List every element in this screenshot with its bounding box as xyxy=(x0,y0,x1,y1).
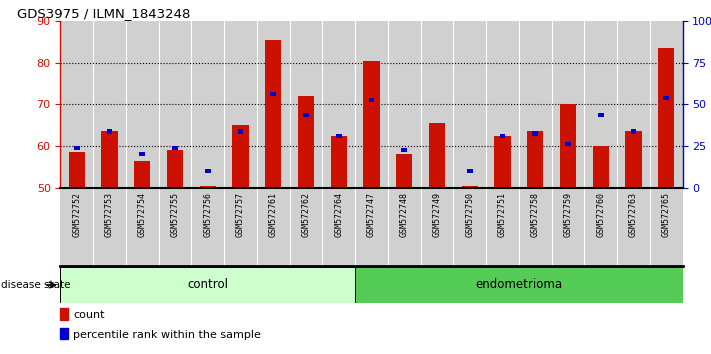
Text: GSM572758: GSM572758 xyxy=(530,192,540,236)
Bar xyxy=(139,152,145,156)
Text: percentile rank within the sample: percentile rank within the sample xyxy=(73,330,261,340)
Bar xyxy=(102,131,118,188)
Text: GSM572748: GSM572748 xyxy=(400,192,409,236)
Text: GSM572750: GSM572750 xyxy=(465,192,474,236)
Text: GSM572757: GSM572757 xyxy=(236,192,245,236)
Bar xyxy=(200,185,216,188)
Bar xyxy=(237,129,243,133)
Bar xyxy=(167,150,183,188)
Text: GSM572765: GSM572765 xyxy=(662,192,670,236)
Text: GSM572755: GSM572755 xyxy=(171,192,180,236)
Text: GSM572754: GSM572754 xyxy=(138,192,146,236)
Text: control: control xyxy=(187,279,228,291)
Bar xyxy=(60,328,68,339)
Bar xyxy=(388,21,421,188)
Bar xyxy=(429,123,445,188)
Bar xyxy=(69,152,85,188)
Text: count: count xyxy=(73,310,105,320)
Text: GSM572761: GSM572761 xyxy=(269,192,278,236)
Bar xyxy=(625,131,641,188)
Text: GSM572762: GSM572762 xyxy=(301,192,311,236)
Bar xyxy=(631,129,636,133)
Bar xyxy=(527,131,543,188)
Text: GSM572759: GSM572759 xyxy=(563,192,572,236)
Text: endometrioma: endometrioma xyxy=(475,279,562,291)
Text: GSM572753: GSM572753 xyxy=(105,192,114,236)
Text: GSM572751: GSM572751 xyxy=(498,192,507,236)
Bar xyxy=(461,185,478,188)
Bar xyxy=(303,113,309,117)
Bar xyxy=(584,21,617,188)
Text: GSM572756: GSM572756 xyxy=(203,192,213,236)
Bar xyxy=(552,21,584,188)
Text: disease state: disease state xyxy=(1,280,70,290)
Bar xyxy=(191,21,224,188)
Bar xyxy=(467,169,473,173)
Text: GSM572763: GSM572763 xyxy=(629,192,638,236)
Bar xyxy=(232,125,249,188)
Bar xyxy=(60,308,68,320)
Bar xyxy=(331,136,347,188)
Bar xyxy=(93,21,126,188)
Text: GSM572752: GSM572752 xyxy=(73,192,81,236)
Bar xyxy=(60,267,355,303)
Bar xyxy=(650,21,683,188)
Bar xyxy=(107,129,112,133)
Bar xyxy=(402,148,407,152)
Bar xyxy=(126,21,159,188)
Bar xyxy=(355,21,388,188)
Bar xyxy=(519,21,552,188)
Bar xyxy=(270,92,276,96)
Bar xyxy=(454,21,486,188)
Bar xyxy=(298,96,314,188)
Bar xyxy=(322,21,355,188)
Text: GSM572749: GSM572749 xyxy=(432,192,442,236)
Bar xyxy=(560,104,576,188)
Bar xyxy=(421,21,454,188)
Text: GSM572764: GSM572764 xyxy=(334,192,343,236)
Bar xyxy=(494,136,510,188)
Bar xyxy=(598,113,604,117)
Text: GSM572747: GSM572747 xyxy=(367,192,376,236)
Bar xyxy=(257,21,289,188)
Bar xyxy=(363,61,380,188)
Text: GSM572760: GSM572760 xyxy=(597,192,605,236)
Bar xyxy=(205,169,210,173)
Bar xyxy=(355,267,683,303)
Bar xyxy=(592,146,609,188)
Bar xyxy=(265,40,282,188)
Bar xyxy=(60,21,93,188)
Bar xyxy=(172,146,178,150)
Bar xyxy=(224,21,257,188)
Bar xyxy=(336,133,341,138)
Bar xyxy=(565,142,571,146)
Bar xyxy=(500,133,506,138)
Bar xyxy=(617,21,650,188)
Text: GDS3975 / ILMN_1843248: GDS3975 / ILMN_1843248 xyxy=(17,7,191,20)
Bar xyxy=(658,48,674,188)
Bar xyxy=(134,161,151,188)
Bar xyxy=(289,21,322,188)
Bar xyxy=(368,98,375,102)
Bar xyxy=(486,21,519,188)
Bar xyxy=(663,96,669,100)
Bar xyxy=(159,21,191,188)
Bar xyxy=(396,154,412,188)
Bar xyxy=(74,146,80,150)
Bar xyxy=(533,131,538,136)
